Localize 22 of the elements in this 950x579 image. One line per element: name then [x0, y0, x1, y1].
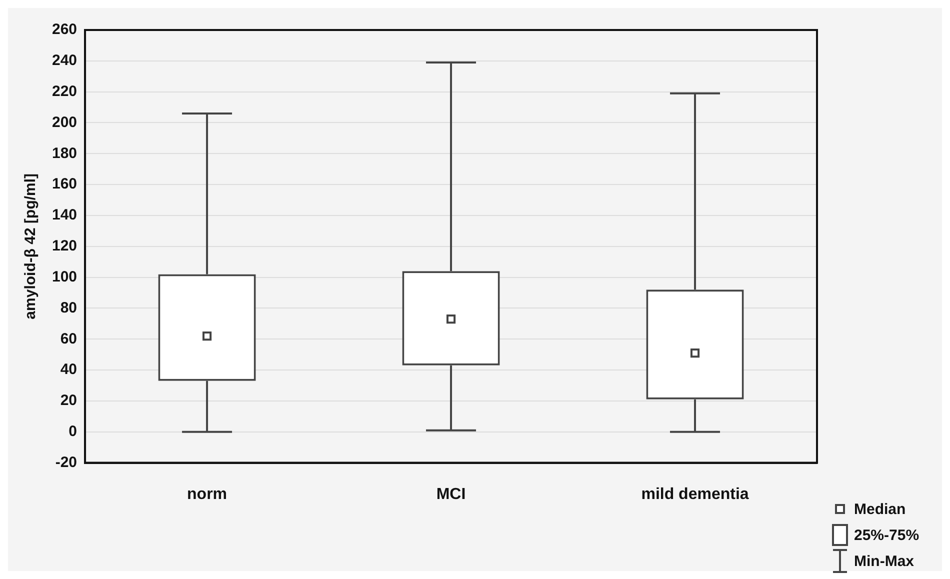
- y-axis-title: amyloid-β 42 [pg/ml]: [22, 173, 40, 320]
- y-tick-label: 40: [60, 361, 78, 378]
- text: Median: [854, 500, 906, 518]
- y-tick-label: 200: [52, 114, 78, 131]
- y-tick-label: 80: [60, 299, 78, 316]
- y-tick-label: 260: [52, 21, 78, 38]
- x-tick-label: mild dementia: [641, 486, 749, 503]
- y-tick-label: 20: [60, 392, 78, 410]
- y-tick-label: 180: [52, 144, 78, 162]
- y-tick-label: 60: [60, 330, 78, 348]
- y-tick-label: 160: [52, 176, 78, 193]
- y-tick-label: 100: [52, 268, 78, 286]
- y-tick-label: 140: [52, 206, 78, 224]
- y-tick-label: 220: [52, 82, 78, 100]
- y-tick-label: -20: [55, 454, 78, 471]
- y-tick-label: 0: [68, 423, 78, 440]
- y-tick-label: 240: [52, 52, 78, 70]
- x-tick-label: MCI: [436, 486, 466, 503]
- y-tick-label: 120: [52, 238, 78, 255]
- text: 25%-75%: [854, 526, 920, 544]
- x-tick-label: norm: [187, 486, 228, 503]
- text: Min-Max: [854, 552, 914, 570]
